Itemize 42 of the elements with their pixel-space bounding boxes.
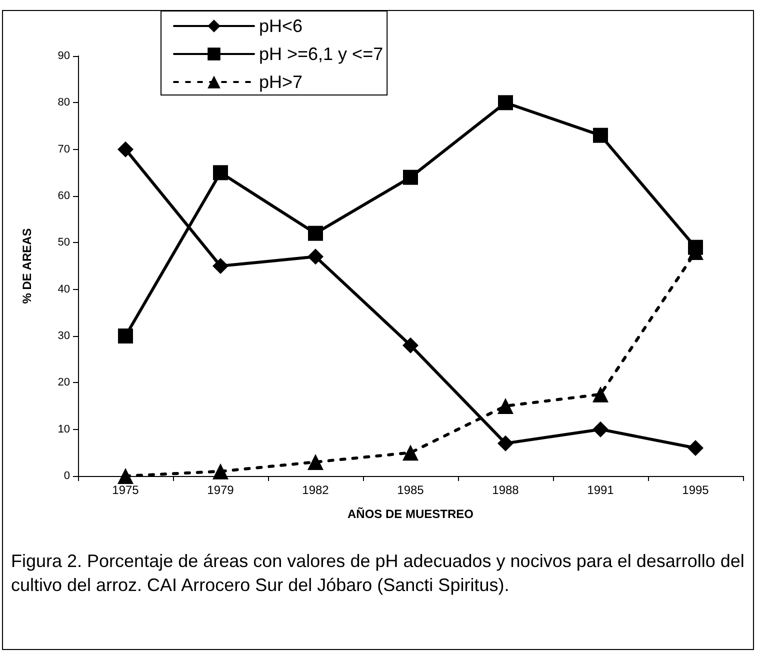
- y-tick-label: 70: [58, 143, 70, 156]
- point: [498, 398, 514, 414]
- x-tick-label: 1982: [302, 483, 330, 497]
- y-tick-label: 10: [58, 423, 70, 436]
- y-tick-label: 30: [58, 330, 70, 342]
- point: [212, 258, 228, 274]
- x-tick-label: 1985: [397, 483, 424, 497]
- x-tick-label: 1975: [112, 483, 140, 497]
- point: [308, 454, 324, 470]
- point: [688, 440, 704, 456]
- point: [402, 337, 418, 354]
- point: [308, 226, 323, 241]
- x-tick-label: 1988: [492, 483, 520, 497]
- y-tick-label: 90: [58, 50, 70, 62]
- point: [592, 386, 608, 402]
- point: [498, 435, 514, 452]
- y-axis-title: % DE AREAS: [20, 228, 34, 304]
- point: [308, 248, 324, 265]
- x-tick-label: 1979: [207, 483, 234, 497]
- y-tick-label: 40: [58, 283, 70, 296]
- y-tick-label: 50: [58, 236, 70, 249]
- point: [118, 328, 133, 344]
- legend-label: pH<6: [259, 16, 303, 36]
- y-tick-label: 80: [58, 96, 70, 109]
- point: [403, 170, 418, 185]
- x-tick-label: 1991: [587, 483, 614, 497]
- y-tick-label: 60: [58, 190, 70, 202]
- legend-label: pH>7: [259, 72, 303, 92]
- point: [213, 165, 228, 180]
- x-tick-label: 1995: [682, 483, 710, 497]
- point: [593, 128, 608, 143]
- point: [212, 463, 228, 480]
- x-axis-title: AÑOS DE MUESTREO: [347, 507, 474, 521]
- y-tick-label: 0: [64, 470, 70, 482]
- point: [592, 421, 608, 438]
- point: [118, 141, 134, 158]
- text: Figura 2. Porcentaje de áreas con valores de pH adecuados y nocivos para el desarrollo del cultivo del arroz. CAI Arrocero Sur del Jóbaro (Sancti Spiritus).: [11, 550, 746, 597]
- point: [498, 95, 513, 110]
- point: [402, 444, 418, 461]
- legend-label: pH >=6,1 y <=7: [259, 44, 384, 64]
- point: [118, 468, 134, 484]
- y-tick-label: 20: [58, 376, 70, 389]
